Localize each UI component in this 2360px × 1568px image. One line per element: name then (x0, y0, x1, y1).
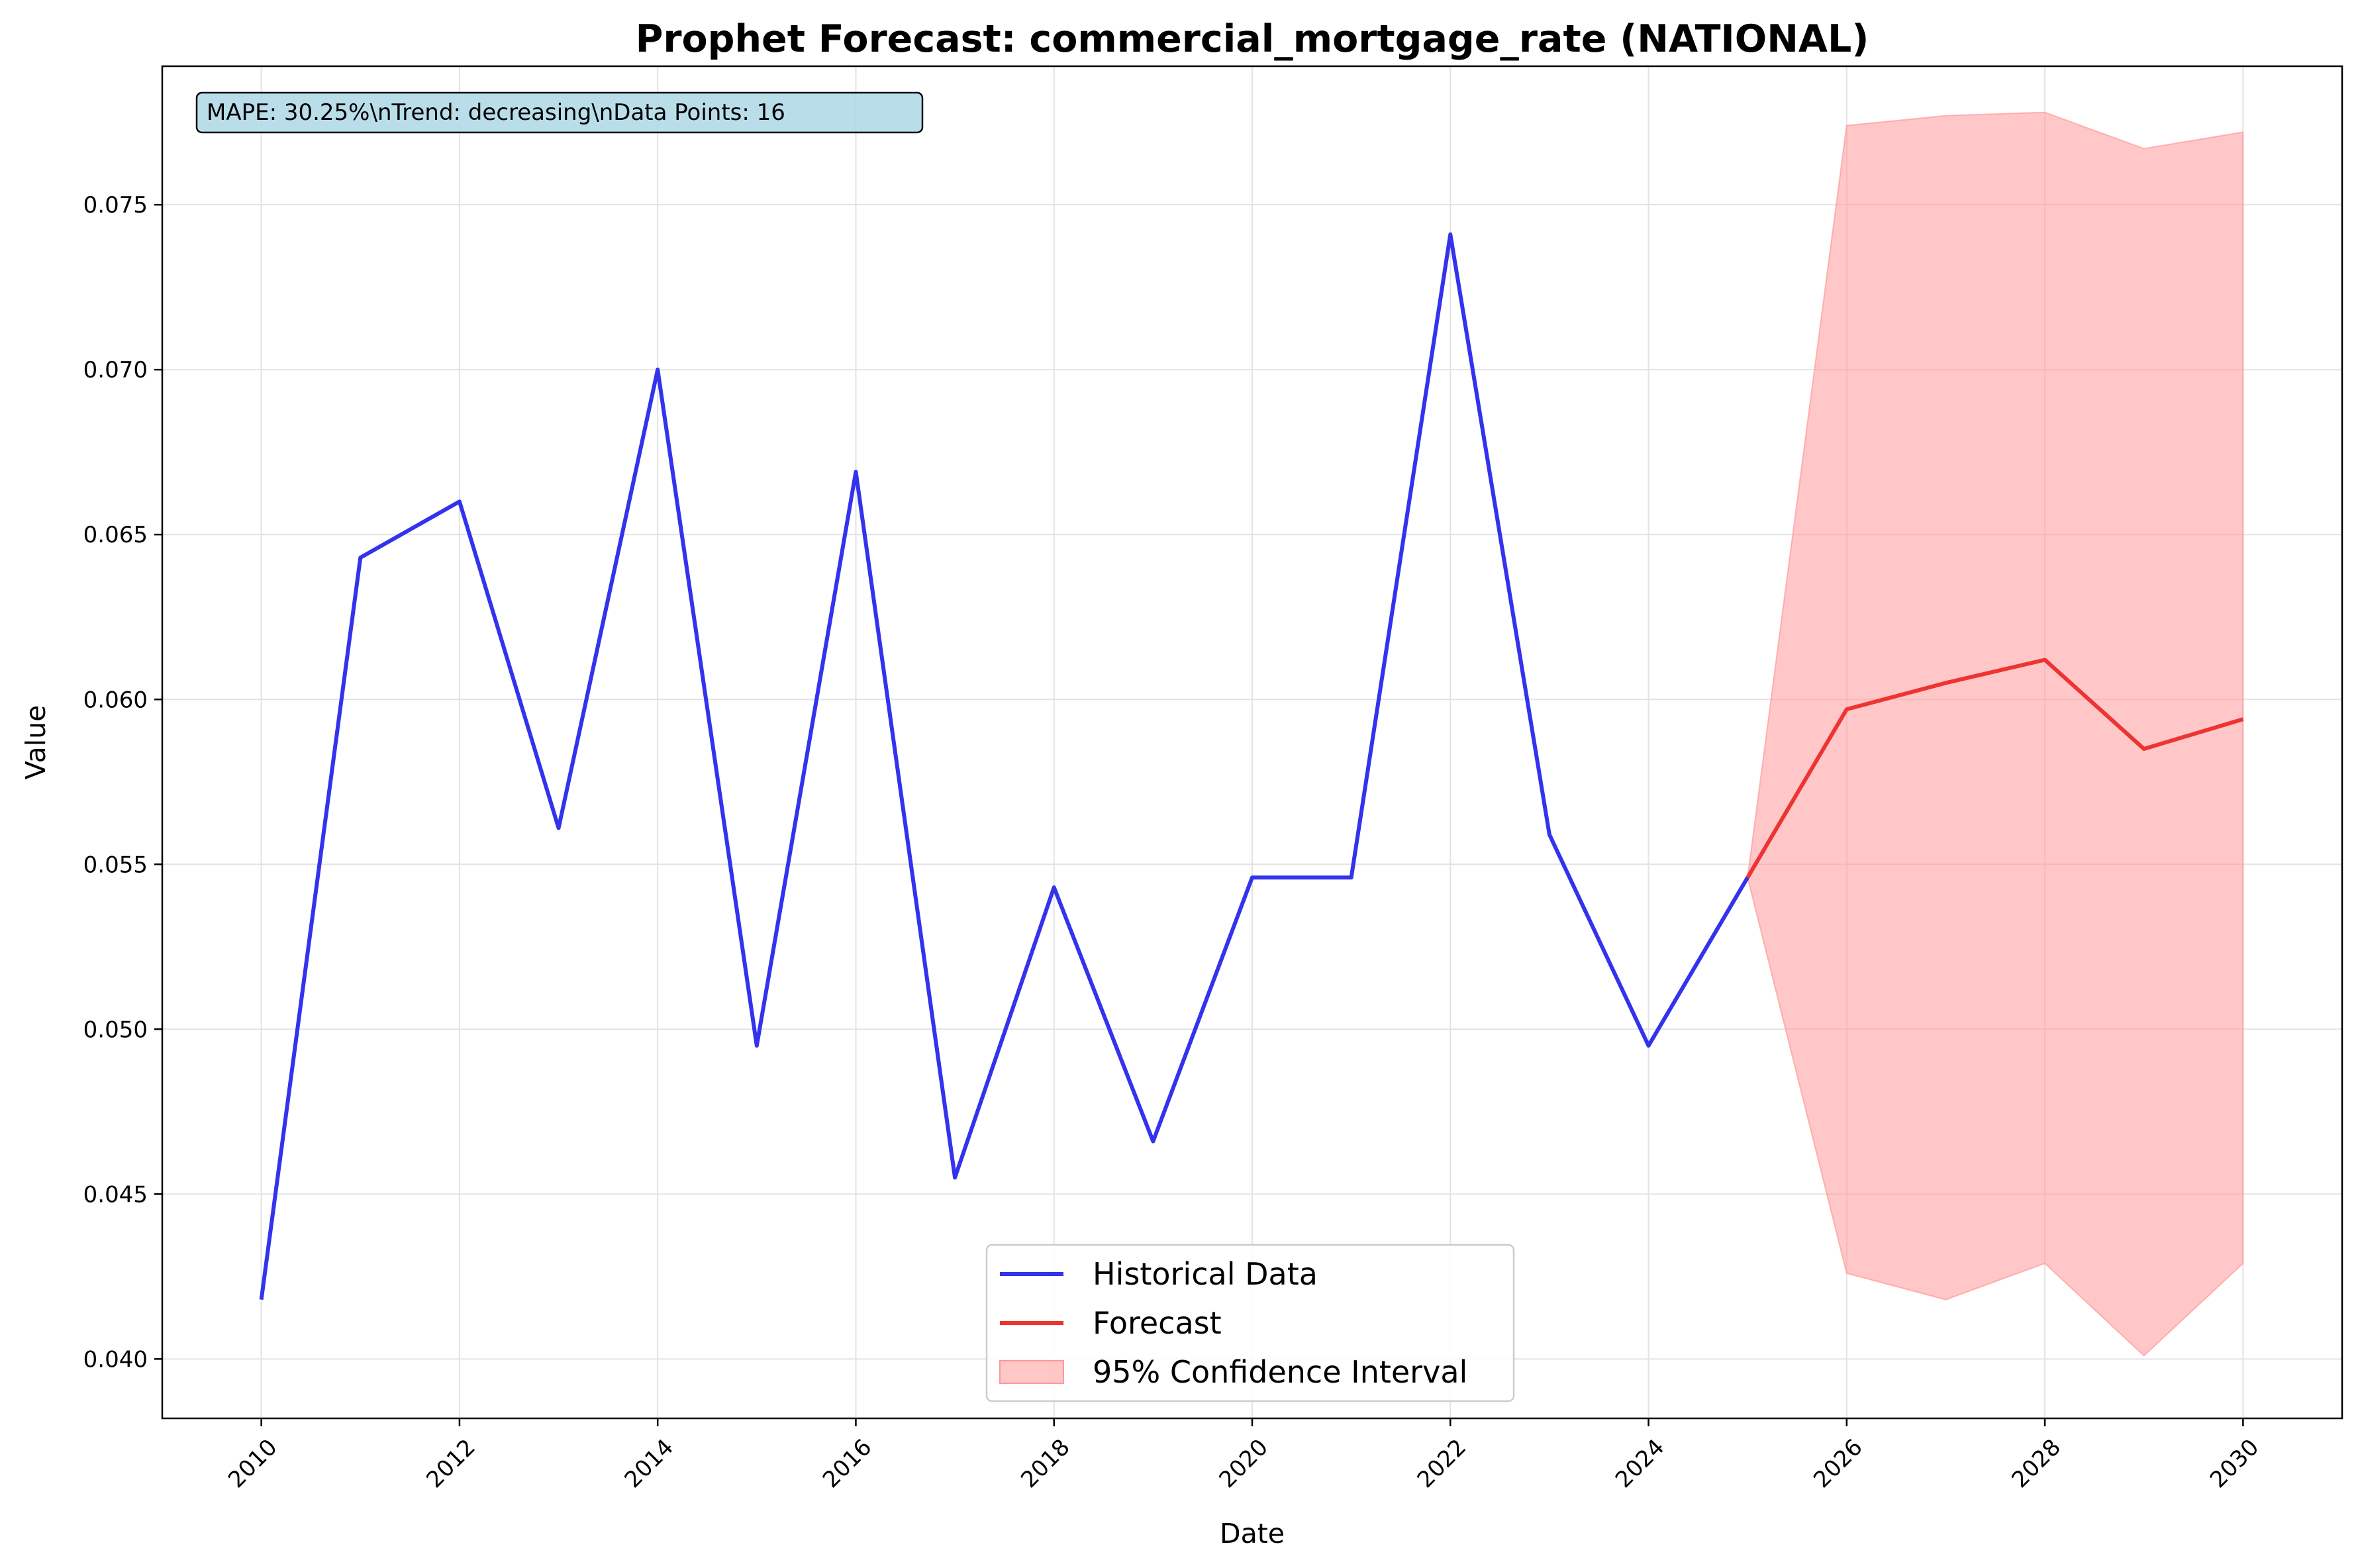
forecast-line (1745, 658, 2244, 879)
x-tick-label: 2030 (2205, 1434, 2264, 1493)
x-tick-label: 2010 (223, 1434, 282, 1493)
x-tick-label: 2014 (620, 1434, 679, 1493)
legend-confidence-interval-label: 95% Confidence Interval (1093, 1354, 1467, 1390)
x-tick-label: 2016 (818, 1434, 877, 1493)
stats-text: MAPE: 30.25%\nTrend: decreasing\nData Po… (207, 99, 785, 126)
y-axis-title: Value (20, 705, 52, 780)
x-tick-label: 2012 (421, 1434, 480, 1493)
y-tick-label: 0.060 (83, 687, 148, 713)
legend-box (985, 1244, 1515, 1402)
y-tick-label: 0.075 (83, 192, 148, 219)
legend-historical-label: Historical Data (1093, 1256, 1318, 1292)
axes (154, 65, 2343, 1426)
y-tick-label: 0.045 (83, 1181, 148, 1208)
confidence-band-layer (1747, 111, 2244, 1357)
x-tick-label: 2028 (2007, 1434, 2066, 1493)
y-tick-label: 0.055 (83, 852, 148, 878)
series-lines-layer (259, 232, 2244, 1300)
stats-box (195, 91, 924, 134)
legend: Historical Data Forecast 95% Confidence In… (985, 1244, 1515, 1402)
x-tick-label: 2022 (1412, 1434, 1471, 1493)
x-axis-title: Date (1220, 1518, 1285, 1549)
x-tick-label: 2018 (1016, 1434, 1075, 1493)
y-tick-label: 0.065 (83, 522, 148, 548)
x-tick-label: 2020 (1214, 1434, 1273, 1493)
y-tick-label: 0.070 (83, 357, 148, 383)
legend-confidence-interval-swatch (999, 1360, 1064, 1384)
y-tick-label: 0.050 (83, 1016, 148, 1043)
confidence-interval-band (1747, 111, 2244, 1357)
x-tick-label: 2026 (1808, 1434, 1867, 1493)
x-tick-label: 2024 (1610, 1434, 1669, 1493)
historical-data-line (259, 232, 1749, 1300)
legend-forecast-label: Forecast (1093, 1305, 1222, 1341)
y-tick-label: 0.040 (83, 1346, 148, 1373)
chart-title: Prophet Forecast: commercial_mortgage_ra… (636, 17, 1869, 61)
